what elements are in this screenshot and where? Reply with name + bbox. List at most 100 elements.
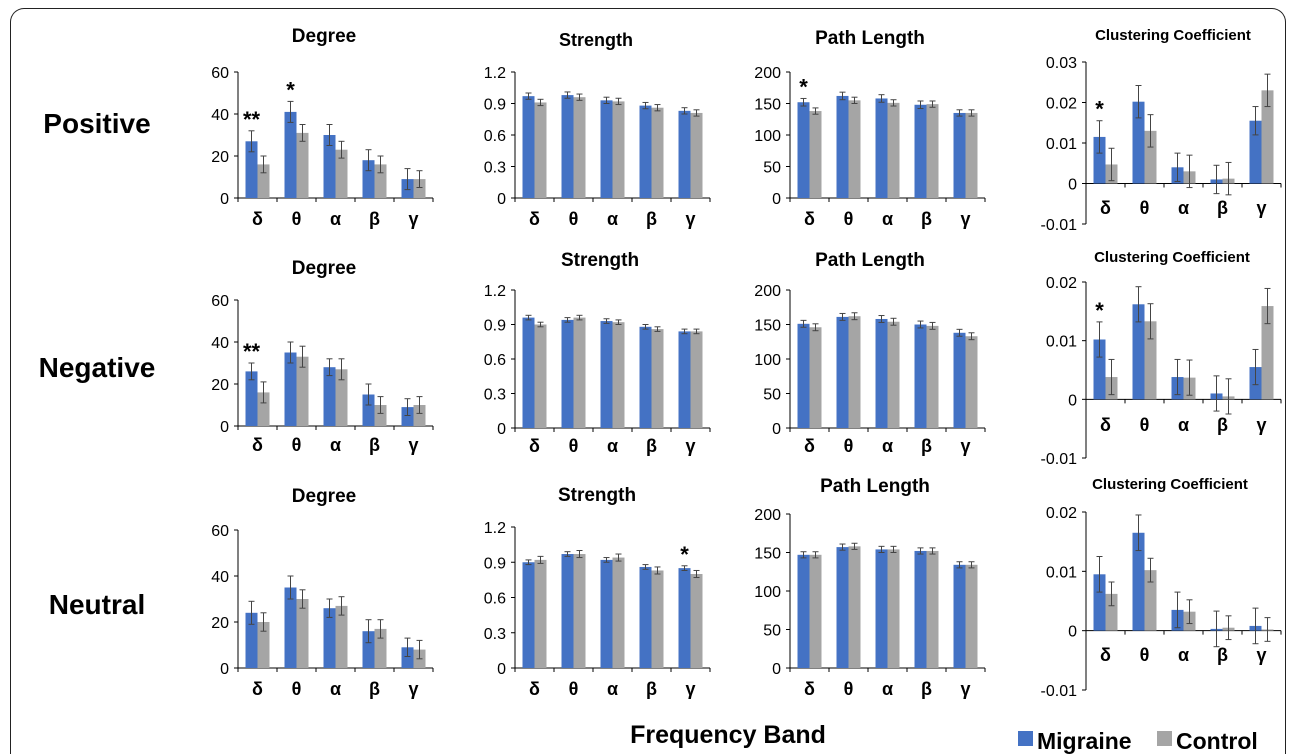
bar-control	[335, 369, 348, 426]
y-tick-label: 0	[220, 191, 229, 208]
y-tick-label: 0	[772, 661, 781, 678]
category-label: β	[921, 209, 932, 229]
category-label: α	[1178, 198, 1189, 218]
category-label: α	[882, 679, 893, 699]
row-labels: Positive Negative Neutral	[39, 108, 156, 620]
y-tick-label: 40	[211, 569, 229, 586]
bar-migraine	[245, 612, 258, 668]
y-tick-label: 50	[763, 160, 781, 177]
category-label: γ	[960, 436, 970, 456]
y-tick-label: 1.2	[484, 65, 506, 82]
bar-migraine	[561, 319, 574, 428]
bar-migraine	[875, 549, 888, 668]
y-tick-label: 0.02	[1046, 505, 1077, 522]
bar-migraine	[836, 95, 849, 198]
category-label: θ	[1140, 198, 1150, 218]
category-label: γ	[408, 679, 418, 699]
category-label: γ	[408, 435, 418, 455]
category-label: θ	[1140, 645, 1150, 665]
bar-control	[848, 546, 861, 668]
y-tick-label: 50	[763, 623, 781, 640]
x-axis-label: Frequency Band	[630, 721, 826, 749]
y-tick-label: 0	[1068, 392, 1077, 409]
y-tick-label: 60	[211, 293, 229, 310]
bar-control	[809, 554, 822, 668]
bar-migraine	[875, 98, 888, 198]
y-tick-label: 20	[211, 377, 229, 394]
y-tick-label: 40	[211, 335, 229, 352]
bar-control	[926, 550, 939, 668]
bar-control	[413, 405, 426, 426]
bar-migraine	[362, 394, 375, 426]
bar-control	[809, 327, 822, 428]
bar-migraine	[678, 110, 691, 198]
bar-migraine	[1249, 120, 1262, 184]
bar-control	[1105, 593, 1118, 631]
bar-control	[887, 321, 900, 428]
legend-label-migraine: Migraine	[1037, 728, 1132, 754]
legend-label-control: Control	[1176, 728, 1258, 754]
bar-control	[534, 559, 547, 668]
y-tick-label: 0	[772, 421, 781, 438]
bar-migraine	[639, 105, 652, 198]
bar-control	[374, 405, 387, 426]
y-tick-label: 100	[754, 584, 781, 601]
category-label: γ	[960, 679, 970, 699]
bar-migraine	[639, 326, 652, 428]
y-tick-label: -0.01	[1041, 683, 1078, 700]
panel-4: Clustering Coefficient -0.01 0 0.01 0.02 0.03…	[1041, 27, 1282, 234]
category-label: θ	[844, 209, 854, 229]
panel-9: Degree 0 20 40 60 δ θ α β γ	[211, 486, 434, 699]
bar-migraine	[362, 631, 375, 668]
bar-control	[809, 111, 822, 198]
bar-control	[612, 322, 625, 428]
bar-migraine	[953, 332, 966, 428]
y-tick-label: 0.6	[484, 591, 506, 608]
category-label: α	[1178, 645, 1189, 665]
panel-title: Degree	[292, 486, 356, 507]
panel-title: Strength	[558, 485, 636, 506]
bar-control	[573, 97, 586, 198]
bar-control	[690, 574, 703, 668]
panel-2: Strength 0 0.3 0.6 0.9 1.2 δ θ α β γ	[484, 30, 711, 229]
panel-title: Degree	[292, 258, 356, 279]
bar-migraine	[836, 316, 849, 428]
y-tick-label: 20	[211, 615, 229, 632]
y-tick-label: 0.6	[484, 352, 506, 369]
bar-control	[1144, 570, 1157, 631]
bar-migraine	[323, 367, 336, 426]
y-tick-label: 60	[211, 523, 229, 540]
bar-migraine	[323, 135, 336, 198]
y-tick-label: 100	[754, 128, 781, 145]
bar-control	[534, 324, 547, 428]
panel-title: Degree	[292, 26, 356, 47]
bar-migraine	[836, 547, 849, 668]
panel-10: Strength 0 0.3 0.6 0.9 1.2 δ θ α β γ *	[484, 485, 711, 699]
category-label: δ	[1100, 415, 1111, 435]
y-tick-label: 0.3	[484, 160, 506, 177]
category-label: α	[330, 209, 341, 229]
panel-title: Strength	[561, 250, 639, 271]
category-label: α	[607, 436, 618, 456]
bar-migraine	[522, 317, 535, 428]
bar-migraine	[797, 323, 810, 428]
bar-migraine	[1132, 532, 1145, 631]
bar-migraine	[401, 407, 414, 426]
category-label: α	[882, 436, 893, 456]
category-label: γ	[1256, 645, 1266, 665]
bar-control	[612, 557, 625, 668]
significance-marker: *	[1095, 97, 1104, 122]
bar-migraine	[600, 100, 613, 198]
y-tick-label: -0.01	[1041, 451, 1078, 468]
bar-migraine	[1132, 101, 1145, 184]
y-tick-label: 40	[211, 107, 229, 124]
y-tick-label: 200	[754, 283, 781, 300]
bar-control	[1261, 306, 1274, 400]
significance-marker: *	[680, 542, 689, 567]
panel-title: Strength	[559, 30, 633, 50]
bar-control	[612, 101, 625, 198]
bar-control	[257, 622, 270, 668]
category-label: γ	[685, 209, 695, 229]
bar-control	[257, 392, 270, 426]
